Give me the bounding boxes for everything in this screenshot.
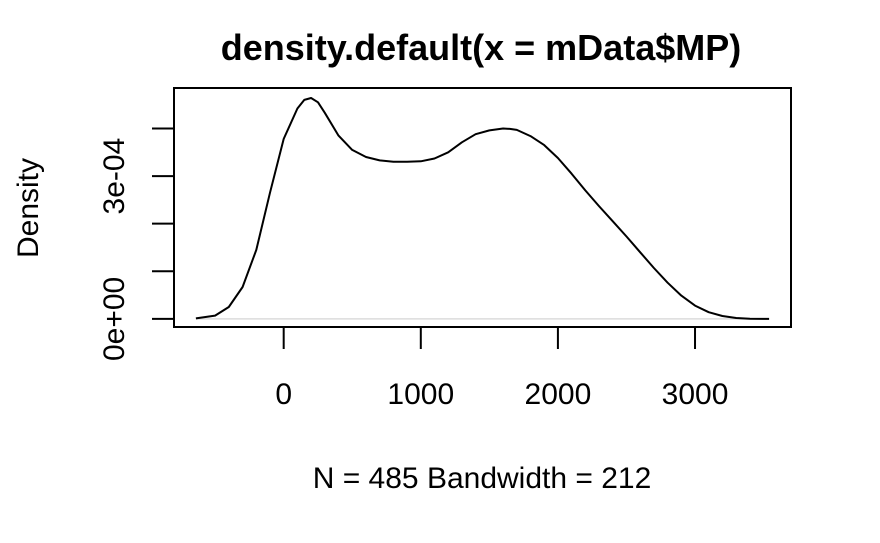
x-tick-label: 3000 <box>662 378 729 411</box>
density-curve <box>195 97 770 320</box>
density-series <box>195 97 770 320</box>
x-axis: 0 1000 2000 3000 <box>275 326 729 411</box>
chart-title: density.default(x = mData$MP) <box>221 27 741 68</box>
y-tick-label: 0e+00 <box>98 277 131 361</box>
y-axis-label: Density <box>12 158 45 258</box>
x-axis-label: N = 485 Bandwidth = 212 <box>313 462 652 495</box>
y-tick-label: 3e-04 <box>98 138 131 215</box>
y-axis: 0e+00 3e-04 <box>98 127 175 361</box>
x-tick-label: 2000 <box>525 378 592 411</box>
x-tick-label: 0 <box>275 378 292 411</box>
x-tick-label: 1000 <box>387 378 454 411</box>
